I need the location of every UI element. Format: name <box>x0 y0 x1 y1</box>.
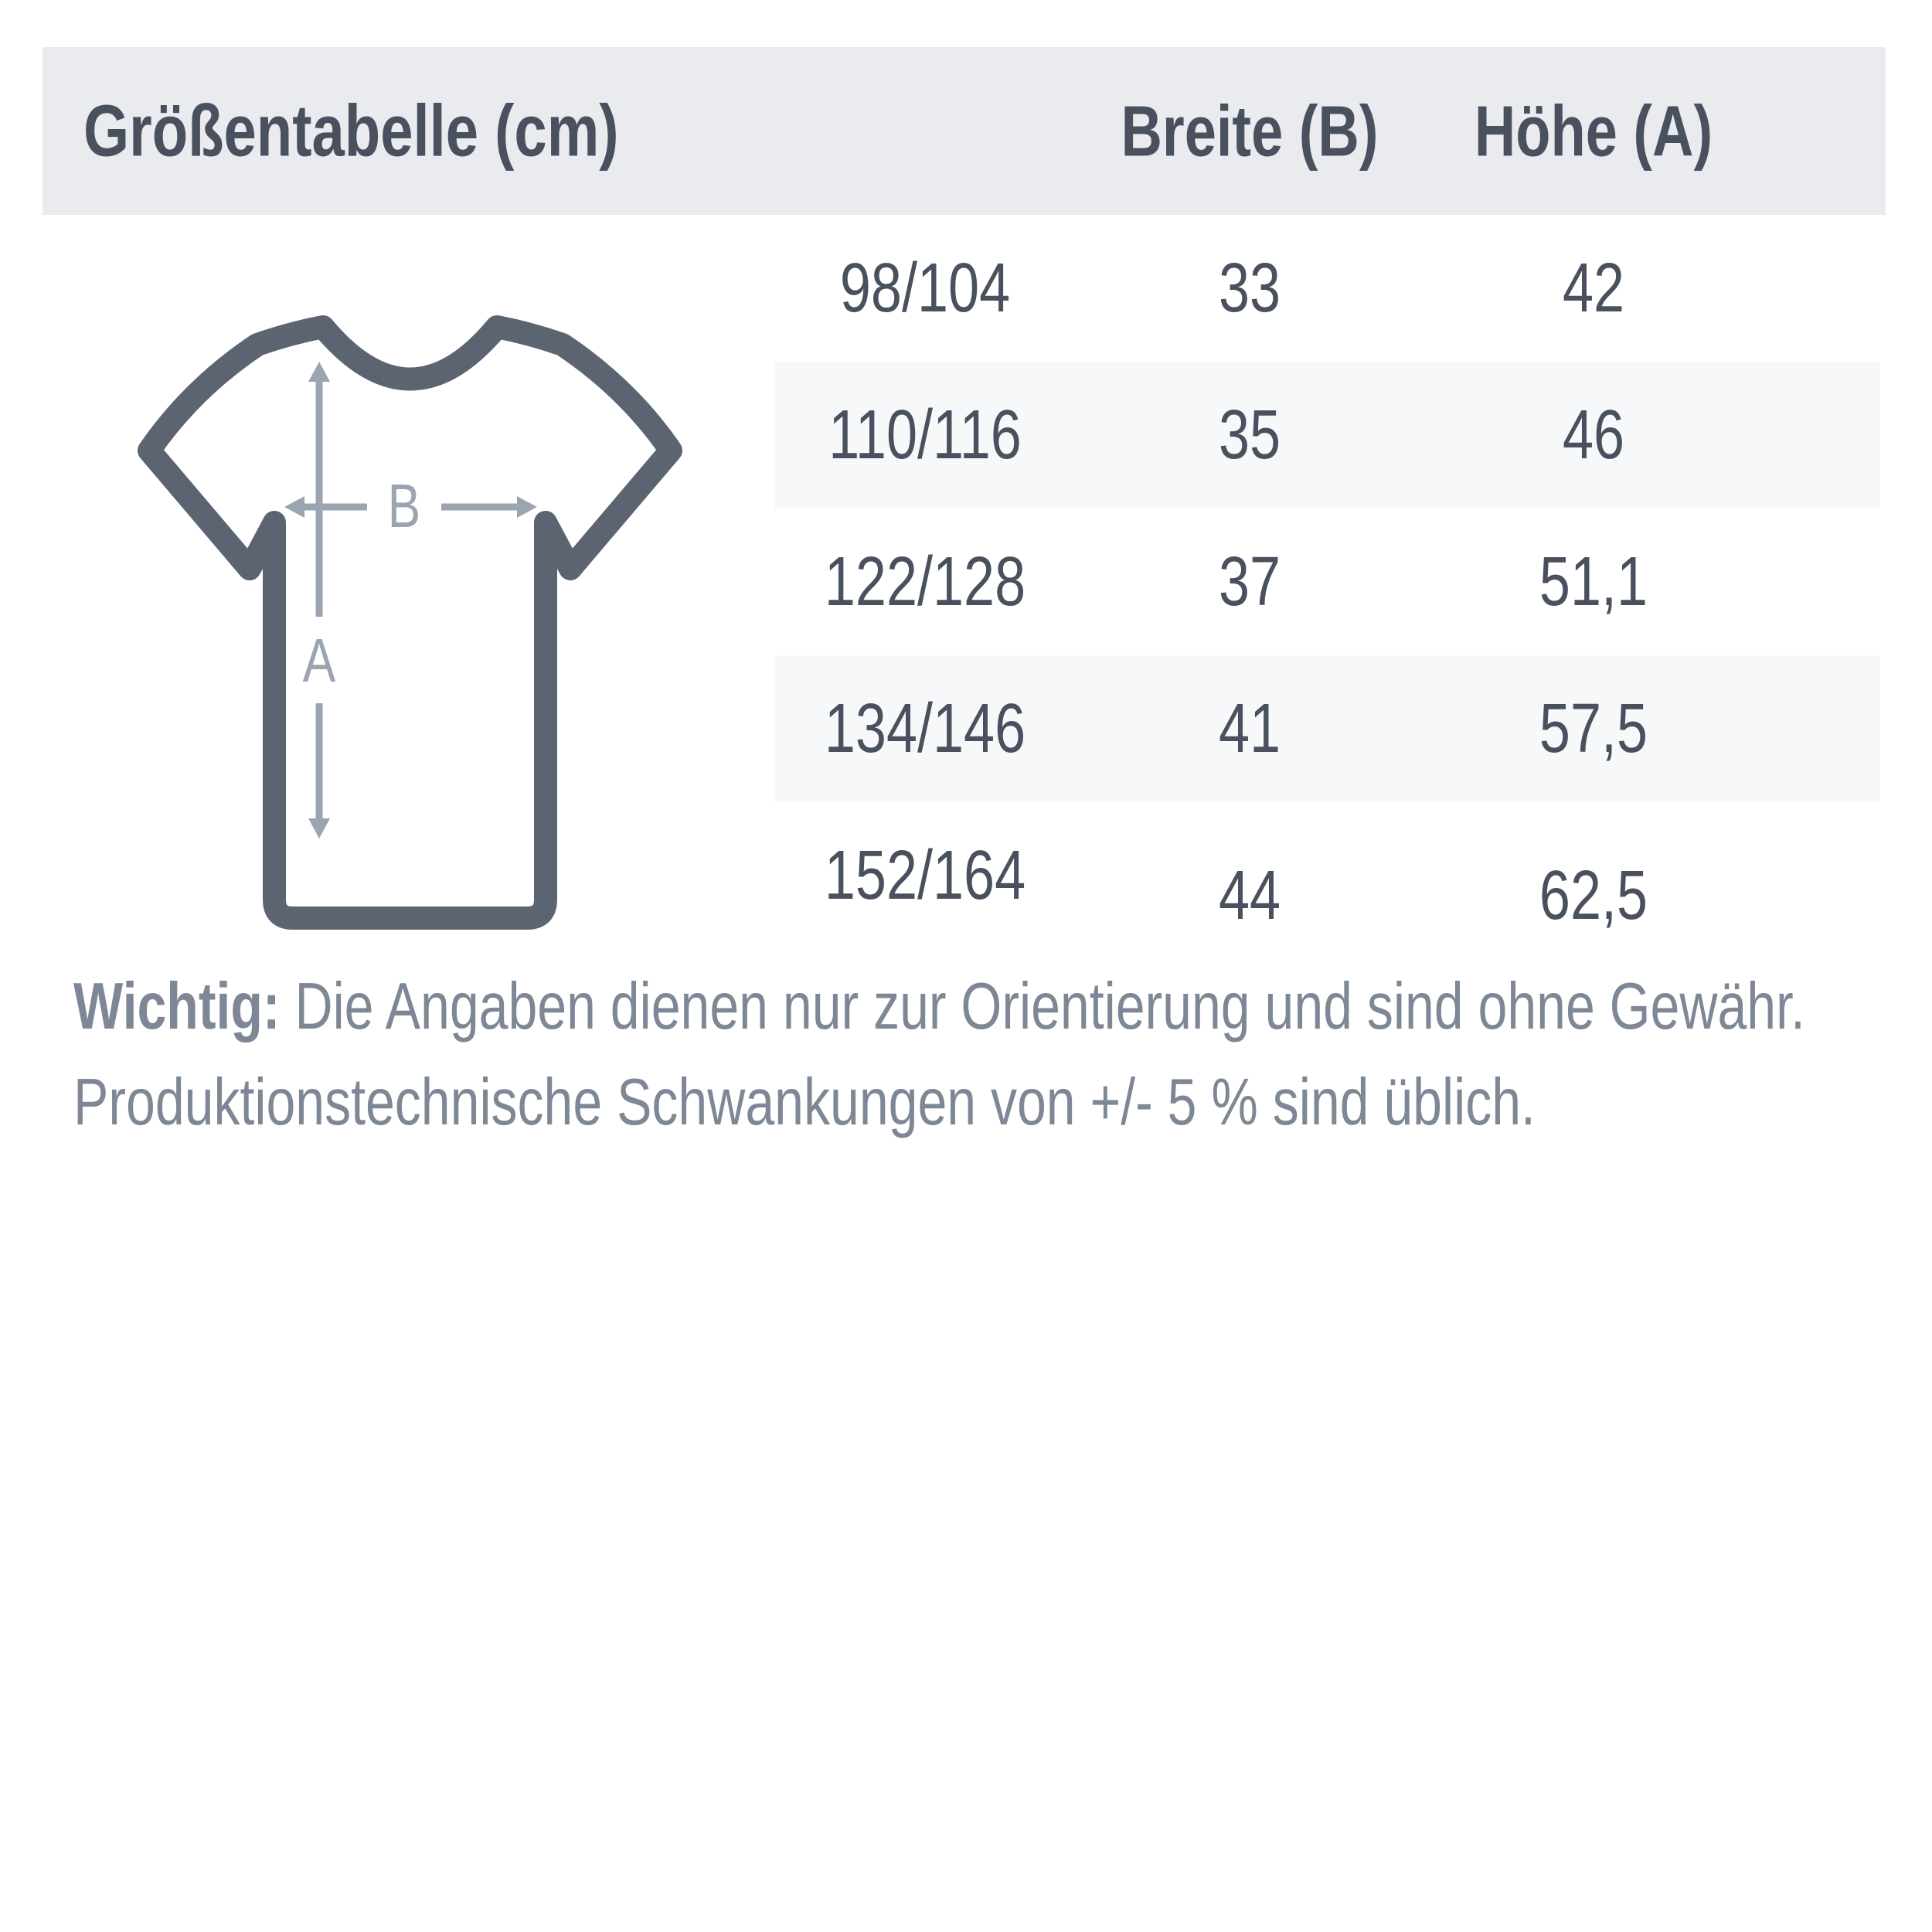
measure-label-b: B <box>388 471 421 540</box>
size-cell: 110/116 <box>828 396 1022 474</box>
chart-title-text: Größentabelle (cm) <box>83 90 619 172</box>
size-cell: 98/104 <box>839 250 1011 327</box>
size-cell: 122/128 <box>824 543 1026 621</box>
size-cell: 152/164 <box>824 837 1026 914</box>
hoehe-cell: 62,5 <box>1539 857 1648 934</box>
column-header-breite: Breite (B) <box>1121 90 1379 172</box>
note-line-1: Wichtig: Die Angaben dienen nur zur Orie… <box>73 947 1897 1066</box>
tshirt-outline <box>138 315 682 930</box>
note-text-2: Produktionstechnische Schwankungen von +… <box>73 1065 1536 1139</box>
table-row: 110/116 35 46 <box>43 362 1886 509</box>
measure-label-a: A <box>303 626 336 695</box>
table-row: 122/128 37 51,1 <box>43 509 1886 655</box>
note-line-2: Produktionstechnische Schwankungen von +… <box>73 1043 1897 1162</box>
chart-title: Größentabelle (cm) <box>43 90 774 172</box>
breite-cell: 33 <box>1218 250 1281 327</box>
tshirt-measurement-diagram: A B <box>126 308 717 935</box>
hoehe-cell: 57,5 <box>1539 690 1648 767</box>
breite-cell: 37 <box>1218 543 1281 621</box>
table-row: 98/104 33 42 <box>43 215 1886 362</box>
size-table: 98/104 33 42 110/116 35 46 122/128 37 51… <box>43 215 1886 949</box>
note-bold-label: Wichtig: <box>73 969 281 1043</box>
width-measure-arrow: B <box>284 471 537 541</box>
hoehe-cell: 46 <box>1562 396 1625 474</box>
size-chart-header: Größentabelle (cm) Breite (B) Höhe (A) <box>43 47 1886 215</box>
important-note: Wichtig: Die Angaben dienen nur zur Orie… <box>73 958 1897 1150</box>
breite-cell: 44 <box>1218 857 1281 934</box>
table-row: 134/146 41 57,5 <box>43 655 1886 802</box>
size-cell: 134/146 <box>824 690 1026 767</box>
tshirt-icon: A B <box>138 315 682 930</box>
breite-cell: 41 <box>1218 690 1281 767</box>
column-header-hoehe: Höhe (A) <box>1474 90 1713 172</box>
table-row: 152/164 44 62,5 <box>43 802 1886 949</box>
hoehe-cell: 42 <box>1562 250 1625 327</box>
hoehe-cell: 51,1 <box>1539 543 1648 621</box>
note-text-1: Die Angaben dienen nur zur Orientierung … <box>294 969 1805 1043</box>
height-measure-arrow: A <box>303 362 336 838</box>
breite-cell: 35 <box>1218 396 1281 474</box>
